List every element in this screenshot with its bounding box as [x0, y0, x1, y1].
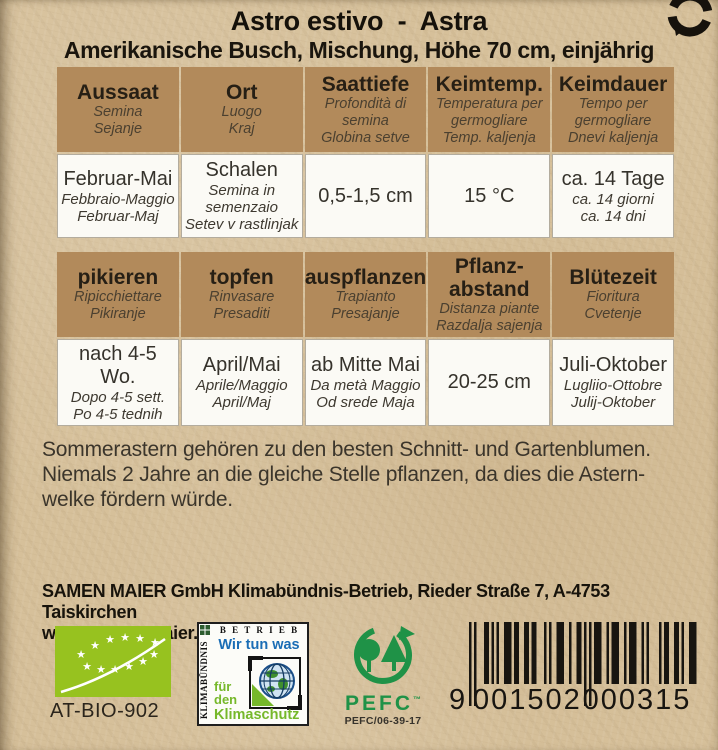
table2-cell-pflanzabstand: 20-25 cm — [428, 339, 551, 426]
pefc-trees-icon — [354, 626, 415, 684]
klimabuendnis-klimaschutz: Klimaschutz — [214, 707, 300, 723]
pefc-wordmark: PEFC™ — [344, 692, 421, 715]
klimabuendnis-logo: B E T R I E B KLIMABÜNDNIS Wir tun was f… — [197, 622, 309, 726]
table1-cell-aussaat: Februar-Mai Febbraio-Maggio Februar-Maj — [57, 154, 179, 238]
table2-cell-auspflanzen: ab Mitte Mai Da metà Maggio Od srede Maj… — [304, 339, 427, 426]
table1-head-keimdauer: Keimdauer Tempo per germogliare Dnevi ka… — [552, 67, 674, 152]
table2-cell-topfen: April/Mai Aprile/Maggio April/Maj — [180, 339, 303, 426]
description-line: Sommerastern gehören zu den besten Schni… — [42, 438, 651, 461]
table1-cell-keimdauer: ca. 14 Tage ca. 14 giorni ca. 14 dni — [552, 154, 674, 238]
svg-text:★: ★ — [90, 639, 100, 652]
planting-table: pikieren Ripicchiettare Pikiranje topfen… — [57, 252, 674, 426]
svg-text:★: ★ — [149, 648, 159, 661]
klimabuendnis-fuer-den: für den — [214, 679, 238, 707]
svg-text:★: ★ — [76, 648, 86, 661]
klimabuendnis-betrieb-label: B E T R I E B — [219, 625, 300, 635]
table1-head-aussaat: Aussaat Semina Sejanje — [57, 67, 179, 152]
table2-head-pikieren: pikieren Ripicchiettare Pikiranje — [57, 252, 179, 337]
page-subtitle: Amerikanische Busch, Mischung, Höhe 70 c… — [63, 37, 655, 63]
table2-cell-bluetezeit: Juli-Oktober Lugliio-Ottobre Julij-Oktob… — [552, 339, 674, 426]
ean-barcode: 9 001502 000315 — [449, 622, 715, 722]
eu-leaf-stars-icon: ★★ ★ ★ ★ ★ ★ ★ ★ ★ ★★ — [60, 631, 166, 694]
svg-text:★: ★ — [135, 632, 145, 645]
company-line: SAMEN MAIER GmbH Klimabündnis-Betrieb, R… — [42, 581, 610, 622]
svg-text:★: ★ — [110, 663, 120, 676]
svg-text:★: ★ — [82, 660, 92, 673]
table2-head-auspflanzen: auspflanzen Trapianto Presajanje — [304, 252, 427, 337]
eu-organic-logo: ★ ★ ★ ★ ★ ★ ★ ★ ★ ★ ★ ★ — [55, 626, 171, 697]
description-line: Niemals 2 Jahre an die gleiche Stelle pf… — [42, 463, 645, 486]
svg-text:★: ★ — [124, 660, 134, 673]
page-title: Astro estivo - Astra — [230, 6, 488, 36]
organic-control-number: AT-BIO-902 — [50, 700, 160, 722]
table1-head-ort: Ort Luogo Kraj — [180, 67, 303, 152]
table2-head-topfen: topfen Rinvasare Presaditi — [180, 252, 303, 337]
klimabuendnis-glyph-icon — [200, 625, 210, 635]
pefc-cert-code: PEFC/06-39-17 — [344, 715, 422, 727]
culture-description: Sommerastern gehören zu den besten Schni… — [42, 437, 692, 512]
table2-head-bluetezeit: Blütezeit Fioritura Cvetenje — [552, 252, 674, 337]
svg-text:★: ★ — [150, 636, 160, 649]
klimabuendnis-slogan: Wir tun was — [218, 637, 300, 653]
barcode-digits-group2: 000315 — [582, 684, 692, 716]
table2-head-pflanzabstand: Pflanz-abstand Distanza piante Razdalja … — [428, 252, 551, 337]
barcode-bars-icon — [469, 622, 697, 706]
klimabuendnis-side-label: KLIMABÜNDNIS — [199, 641, 209, 720]
svg-text:★: ★ — [138, 655, 148, 668]
table1-cell-keimtemp: 15 °C — [428, 154, 551, 238]
table1-head-saattiefe: Saattiefe Profondità di semina Globina s… — [304, 67, 427, 152]
svg-text:★: ★ — [96, 663, 106, 676]
globe-icon — [248, 656, 302, 710]
table1-cell-saattiefe: 0,5-1,5 cm — [304, 154, 427, 238]
svg-text:★: ★ — [120, 631, 130, 644]
barcode-digit-left: 9 — [449, 684, 466, 716]
description-line: welke fördern würde. — [42, 488, 233, 511]
table1-head-keimtemp: Keimtemp. Temperatura per germogliare Te… — [428, 67, 551, 152]
sowing-table: Aussaat Semina Sejanje Ort Luogo Kraj Sa… — [57, 67, 674, 238]
table2-cell-pikieren: nach 4-5 Wo. Dopo 4-5 sett. Po 4-5 tedni… — [57, 339, 179, 426]
table1-cell-ort: Schalen Semina in semenzaio Setev v rast… — [180, 154, 303, 238]
pefc-logo: PEFC™ PEFC/06-39-17 — [331, 624, 435, 727]
barcode-digits-group1: 001502 — [473, 684, 582, 716]
svg-text:★: ★ — [105, 633, 115, 646]
recycling-icon — [664, 0, 716, 40]
